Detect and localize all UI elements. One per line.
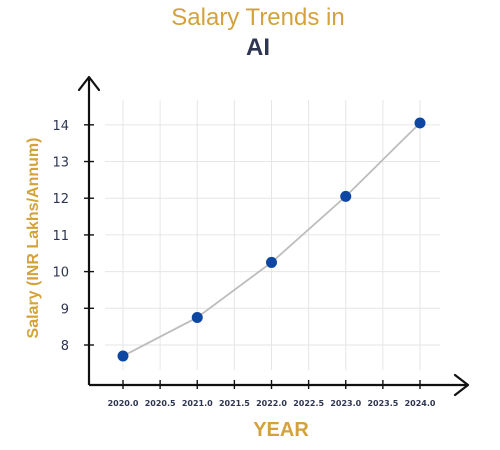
x-axis-label: YEAR: [253, 419, 309, 441]
x-tick-label: 2023.5: [367, 399, 398, 408]
y-axis-label: Salary (INR Lakhs/Annum): [25, 138, 42, 339]
x-tick-label: 2022.0: [256, 399, 287, 408]
chart-title-line2: AI: [246, 34, 270, 61]
x-tick-label: 2024.0: [405, 399, 436, 408]
y-tick-label: 8: [61, 339, 69, 354]
x-tick-label: 2021.5: [219, 399, 250, 408]
y-ticks: 8 9 10 11 12 13 14: [52, 119, 94, 354]
y-tick-label: 9: [61, 302, 69, 317]
series: [117, 117, 426, 362]
x-tick-label: 2020.0: [108, 399, 139, 408]
y-tick-label: 13: [52, 156, 69, 171]
data-point: [340, 190, 352, 202]
x-tick-label: 2020.5: [145, 399, 176, 408]
y-tick-label: 14: [52, 119, 69, 134]
y-tick-label: 10: [52, 266, 69, 281]
x-tick-label: 2023.0: [330, 399, 361, 408]
data-point: [414, 117, 426, 129]
x-axis-arrow: [453, 373, 470, 397]
x-tick-label: 2021.0: [182, 399, 213, 408]
x-ticks: 2020.0 2020.5 2021.0 2021.5 2022.0 2022.5 2023…: [108, 380, 436, 408]
y-tick-label: 12: [52, 192, 69, 207]
y-axis-arrow: [77, 75, 101, 92]
data-point: [191, 311, 203, 323]
chart-title-line1: Salary Trends in: [171, 4, 345, 31]
axes: [77, 75, 470, 397]
y-tick-label: 11: [52, 229, 69, 244]
data-point: [266, 256, 277, 268]
data-point: [117, 350, 129, 362]
grid-lines: [105, 100, 440, 370]
x-tick-label: 2022.5: [293, 399, 324, 408]
